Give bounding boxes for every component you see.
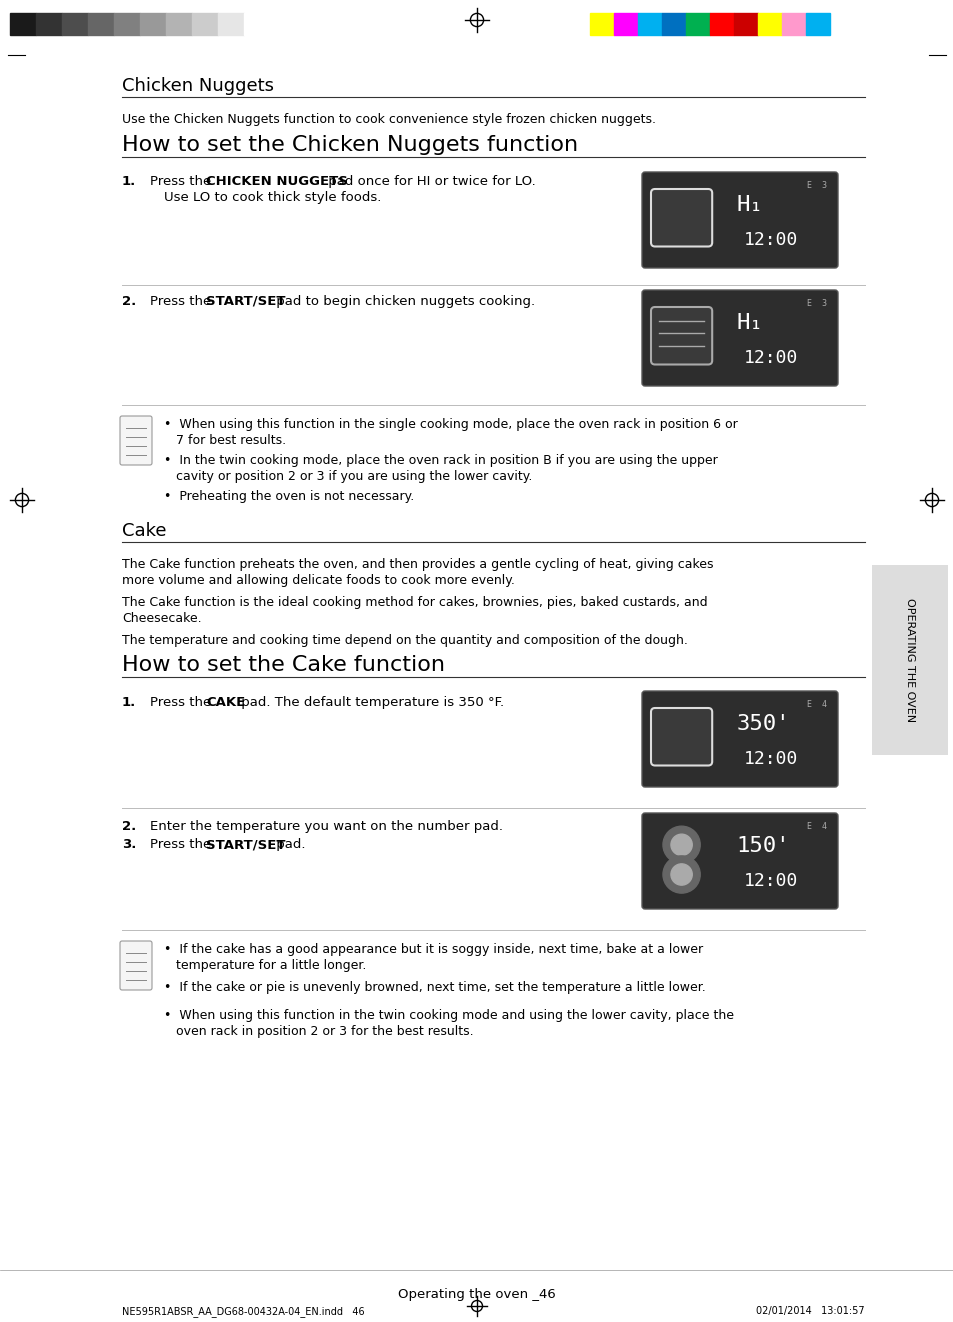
Text: 2.: 2. (122, 295, 136, 308)
Bar (113, 13, 140, 34)
Text: 1.: 1. (122, 695, 136, 709)
Text: E  4: E 4 (806, 701, 826, 709)
FancyBboxPatch shape (650, 709, 712, 765)
FancyBboxPatch shape (120, 941, 152, 990)
Text: 1.: 1. (122, 175, 136, 188)
Text: START/SET: START/SET (206, 295, 285, 308)
FancyBboxPatch shape (650, 189, 712, 246)
Text: 2.: 2. (122, 820, 136, 833)
Text: E  3: E 3 (806, 299, 826, 308)
Text: cavity or position 2 or 3 if you are using the lower cavity.: cavity or position 2 or 3 if you are usi… (175, 471, 532, 483)
Text: pad once for HI or twice for LO.: pad once for HI or twice for LO. (324, 175, 536, 188)
Text: H₁: H₁ (736, 194, 762, 214)
Bar (10, 13, 36, 34)
Bar (218, 13, 244, 34)
Text: START/SET: START/SET (206, 838, 285, 851)
FancyBboxPatch shape (641, 813, 837, 910)
Bar (709, 13, 733, 34)
Text: 12:00: 12:00 (743, 871, 798, 890)
Text: •  When using this function in the single cooking mode, place the oven rack in p: • When using this function in the single… (164, 418, 737, 431)
Text: CHICKEN NUGGETS: CHICKEN NUGGETS (206, 175, 348, 188)
Bar (36, 13, 62, 34)
Text: H₁: H₁ (736, 313, 762, 333)
Text: 150': 150' (736, 836, 789, 855)
Text: 7 for best results.: 7 for best results. (175, 434, 286, 447)
Text: Use the Chicken Nuggets function to cook convenience style frozen chicken nugget: Use the Chicken Nuggets function to cook… (122, 112, 656, 126)
Text: •  If the cake or pie is unevenly browned, next time, set the temperature a litt: • If the cake or pie is unevenly browned… (164, 981, 705, 994)
Text: Use LO to cook thick style foods.: Use LO to cook thick style foods. (164, 190, 381, 204)
Text: Operating the oven _46: Operating the oven _46 (397, 1288, 556, 1301)
FancyBboxPatch shape (120, 416, 152, 465)
Text: pad to begin chicken nuggets cooking.: pad to begin chicken nuggets cooking. (272, 295, 535, 308)
Text: E  3: E 3 (806, 181, 826, 190)
Bar (805, 13, 829, 34)
Text: more volume and allowing delicate foods to cook more evenly.: more volume and allowing delicate foods … (122, 574, 515, 587)
Bar (661, 13, 685, 34)
Text: 12:00: 12:00 (743, 349, 798, 366)
Text: Press the: Press the (150, 295, 215, 308)
Text: Press the: Press the (150, 175, 215, 188)
Text: temperature for a little longer.: temperature for a little longer. (175, 958, 366, 972)
Bar (614, 13, 638, 34)
Bar (166, 13, 192, 34)
Bar (140, 13, 166, 34)
Text: NE595R1ABSR_AA_DG68-00432A-04_EN.indd   46: NE595R1ABSR_AA_DG68-00432A-04_EN.indd 46 (122, 1306, 364, 1317)
Text: The Cake function preheats the oven, and then provides a gentle cycling of heat,: The Cake function preheats the oven, and… (122, 558, 713, 571)
Bar (781, 13, 805, 34)
Text: Press the: Press the (150, 838, 215, 851)
Text: 02/01/2014   13:01:57: 02/01/2014 13:01:57 (756, 1306, 864, 1315)
Text: Chicken Nuggets: Chicken Nuggets (122, 77, 274, 95)
Text: How to set the Chicken Nuggets function: How to set the Chicken Nuggets function (122, 135, 578, 155)
Text: OPERATING THE OVEN: OPERATING THE OVEN (904, 598, 914, 722)
FancyBboxPatch shape (650, 307, 712, 365)
Text: pad.: pad. (272, 838, 305, 851)
Text: The temperature and cooking time depend on the quantity and composition of the d: The temperature and cooking time depend … (122, 635, 687, 646)
Text: The Cake function is the ideal cooking method for cakes, brownies, pies, baked c: The Cake function is the ideal cooking m… (122, 596, 707, 609)
Text: Cake: Cake (122, 522, 167, 539)
Bar (244, 13, 270, 34)
Bar (685, 13, 709, 34)
Text: CAKE: CAKE (206, 695, 245, 709)
Bar (88, 13, 113, 34)
Text: 12:00: 12:00 (743, 231, 798, 249)
Text: 350': 350' (736, 714, 789, 734)
Text: oven rack in position 2 or 3 for the best results.: oven rack in position 2 or 3 for the bes… (175, 1025, 473, 1038)
Text: E  4: E 4 (806, 822, 826, 832)
FancyBboxPatch shape (641, 691, 837, 787)
Text: •  In the twin cooking mode, place the oven rack in position B if you are using : • In the twin cooking mode, place the ov… (164, 453, 717, 467)
Text: 3.: 3. (122, 838, 136, 851)
Bar (758, 13, 781, 34)
Text: pad. The default temperature is 350 °F.: pad. The default temperature is 350 °F. (236, 695, 503, 709)
Text: •  If the cake has a good appearance but it is soggy inside, next time, bake at : • If the cake has a good appearance but … (164, 943, 702, 956)
Text: How to set the Cake function: How to set the Cake function (122, 654, 444, 676)
Bar (589, 13, 614, 34)
Text: Press the: Press the (150, 695, 215, 709)
Circle shape (662, 826, 700, 863)
Bar (62, 13, 88, 34)
Text: 12:00: 12:00 (743, 750, 798, 768)
Circle shape (670, 863, 692, 886)
FancyBboxPatch shape (641, 290, 837, 386)
Bar (192, 13, 218, 34)
Text: •  Preheating the oven is not necessary.: • Preheating the oven is not necessary. (164, 490, 414, 502)
Text: •  When using this function in the twin cooking mode and using the lower cavity,: • When using this function in the twin c… (164, 1009, 733, 1022)
Text: Cheesecake.: Cheesecake. (122, 612, 201, 625)
Bar (638, 13, 661, 34)
Text: Enter the temperature you want on the number pad.: Enter the temperature you want on the nu… (150, 820, 502, 833)
Circle shape (670, 834, 692, 855)
Circle shape (662, 855, 700, 894)
FancyBboxPatch shape (641, 172, 837, 268)
Bar (733, 13, 758, 34)
